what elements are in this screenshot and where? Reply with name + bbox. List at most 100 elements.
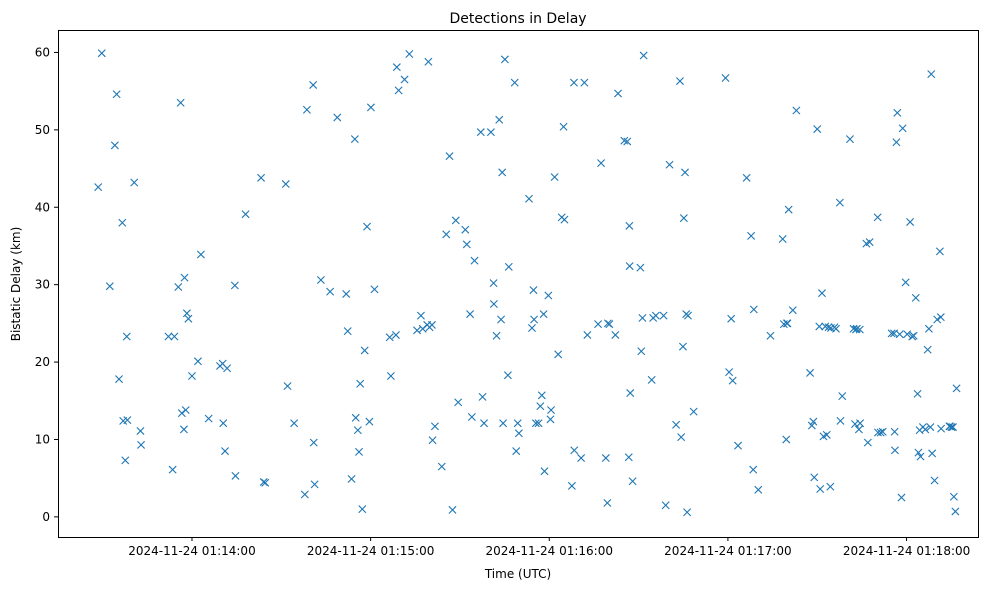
- data-point: [921, 425, 930, 434]
- data-point: [560, 215, 569, 224]
- y-tick-label: 0: [42, 510, 50, 524]
- data-point: [540, 467, 549, 476]
- x-tick-label: 2024-11-24 01:18:00: [843, 544, 970, 558]
- data-point: [500, 55, 509, 64]
- data-point: [492, 331, 501, 340]
- data-point: [620, 136, 629, 145]
- data-point: [136, 426, 145, 435]
- data-point: [353, 426, 362, 435]
- data-point: [510, 78, 519, 87]
- data-point: [514, 429, 523, 438]
- data-point: [806, 368, 815, 377]
- data-point: [734, 441, 743, 450]
- data-point: [130, 178, 139, 187]
- data-point: [809, 417, 818, 426]
- data-point: [647, 375, 656, 384]
- data-point: [815, 322, 824, 331]
- data-point: [512, 447, 521, 456]
- data-point: [115, 375, 124, 384]
- y-axis-label: Bistatic Delay (km): [9, 227, 23, 342]
- data-point: [937, 424, 946, 433]
- data-point: [747, 231, 756, 240]
- data-point: [281, 180, 290, 189]
- data-point: [310, 480, 319, 489]
- data-point: [728, 376, 737, 385]
- data-point: [537, 391, 546, 400]
- data-point: [231, 471, 240, 480]
- y-tick-label: 10: [35, 432, 50, 446]
- data-point: [906, 217, 915, 226]
- data-point: [466, 310, 475, 319]
- data-point: [625, 221, 634, 230]
- data-point: [810, 473, 819, 482]
- data-point: [392, 63, 401, 72]
- data-point: [363, 222, 372, 231]
- data-point: [838, 392, 847, 401]
- data-point: [193, 357, 202, 366]
- data-point: [570, 446, 579, 455]
- data-point: [554, 350, 563, 359]
- data-point: [462, 240, 471, 249]
- data-point: [495, 115, 504, 124]
- data-point: [437, 462, 446, 471]
- data-point: [817, 289, 826, 298]
- data-point: [170, 332, 179, 341]
- data-point: [684, 311, 692, 320]
- data-point: [241, 210, 250, 219]
- data-point: [725, 368, 734, 377]
- data-point: [816, 485, 825, 493]
- data-point: [824, 323, 833, 332]
- data-point: [451, 216, 460, 225]
- data-point: [110, 141, 119, 150]
- data-point: [230, 281, 239, 290]
- data-point: [326, 287, 335, 296]
- data-point: [913, 389, 922, 398]
- data-point: [118, 218, 127, 227]
- data-point: [309, 80, 318, 89]
- data-point: [283, 382, 292, 391]
- data-point: [123, 416, 132, 425]
- data-point: [534, 419, 543, 428]
- data-point: [499, 419, 508, 428]
- data-point: [187, 372, 196, 380]
- data-point: [179, 425, 188, 434]
- data-point: [546, 415, 555, 424]
- y-tick-label: 50: [35, 123, 50, 137]
- data-point: [181, 406, 190, 415]
- data-point: [365, 417, 374, 426]
- data-point: [782, 435, 791, 444]
- x-tick-label: 2024-11-24 01:16:00: [486, 544, 613, 558]
- data-point: [792, 106, 801, 115]
- data-point: [400, 75, 409, 84]
- data-point: [184, 314, 193, 323]
- data-point: [594, 320, 603, 329]
- data-point: [347, 474, 356, 483]
- data-point: [559, 122, 568, 131]
- data-point: [405, 50, 414, 58]
- data-point: [94, 183, 103, 192]
- data-point: [623, 137, 632, 146]
- data-point: [727, 314, 736, 323]
- data-point: [550, 173, 559, 182]
- data-point: [927, 70, 936, 79]
- data-point: [887, 329, 896, 338]
- data-point: [204, 414, 213, 423]
- data-point: [878, 427, 887, 436]
- data-point: [370, 285, 379, 294]
- y-axis: 0 10 20 30 40 50 60: [35, 45, 58, 524]
- data-point: [428, 436, 437, 445]
- data-point: [478, 392, 487, 401]
- data-point: [836, 416, 845, 425]
- data-point: [784, 205, 793, 214]
- data-point: [121, 456, 130, 465]
- data-point: [603, 498, 612, 507]
- data-point: [467, 413, 476, 422]
- plot-frame: [58, 30, 979, 538]
- data-point: [489, 279, 498, 288]
- data-point: [391, 330, 400, 339]
- data-point: [924, 324, 933, 333]
- data-point: [876, 428, 885, 437]
- x-tick-label: 2024-11-24 01:17:00: [664, 544, 791, 558]
- data-point: [597, 159, 606, 168]
